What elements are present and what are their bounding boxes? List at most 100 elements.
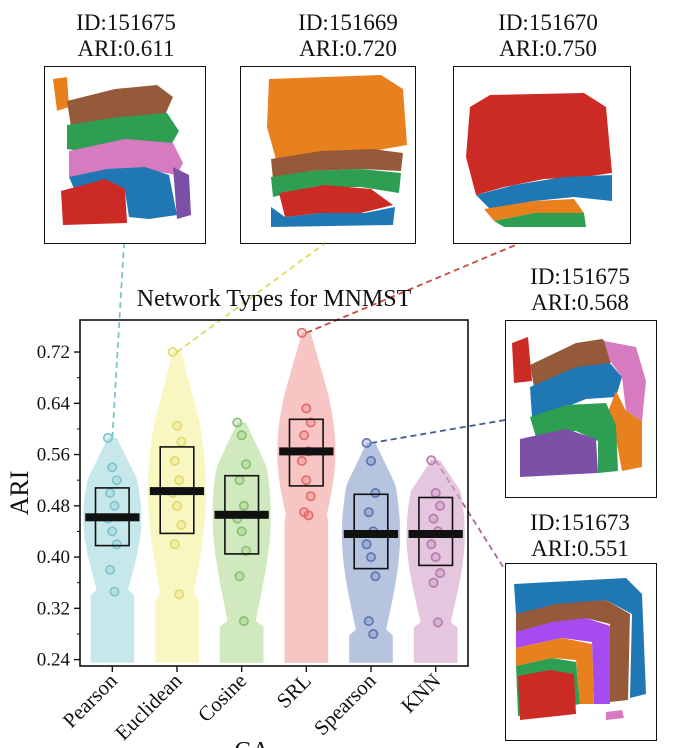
cluster-blue [271,207,395,227]
data-point [105,487,116,498]
data-point [435,568,446,579]
annotation-connector [370,419,506,444]
data-point [299,430,310,441]
thumb-3-panel [453,66,631,244]
cluster-brown [271,149,403,179]
data-point [428,577,439,588]
cluster-blue [514,578,646,698]
data-point [109,586,120,597]
chart-title: Network Types for MNMST [137,286,412,312]
quartile-boxes [85,418,463,570]
cluster-green [530,403,618,473]
annotation-connector [111,243,125,438]
thumb-2-id: ID:151669 [298,10,398,35]
annotation-connector [176,243,325,353]
data-point [241,459,252,470]
thumb-1-id: ID:151675 [76,10,176,35]
thumb-2-ari: ARI:0.720 [299,36,397,61]
cluster-orange [484,199,584,221]
thumb-5-ari: ARI:0.551 [531,536,629,561]
cluster-violet [516,618,610,704]
data-point [426,455,437,466]
thumb-5-id: ID:151673 [530,510,630,535]
data-point [361,437,372,448]
data-point [109,500,120,511]
data-point [305,491,316,502]
data-point [107,462,118,473]
x-axis-label: GA [235,738,270,748]
cluster-orange [516,638,594,704]
median-bar [214,510,269,519]
data-point [370,487,381,498]
data-point [111,539,122,550]
annotation-connector [305,243,519,334]
data-point [236,430,247,441]
median-bar [149,487,205,496]
data-point [241,545,252,556]
cluster-red [61,179,127,225]
data-point [232,417,243,428]
thumb-1-panel [44,66,206,244]
plot-area [79,319,469,667]
y-tick-label: 0.64 [37,393,71,414]
y-axis-label: ARI [5,471,34,516]
cluster-red [512,337,532,383]
thumb-4-id: ID:151675 [530,264,630,289]
data-point [238,500,249,511]
data-point [174,475,185,486]
data-point [169,539,180,550]
cluster-brown [530,339,618,387]
thumb-4-ari: ARI:0.568 [531,290,629,315]
data-point [234,571,245,582]
y-tick-label: 0.48 [37,496,70,517]
cluster-pink [604,341,646,421]
data-point [107,526,118,537]
x-tick-label: Euclidean [110,668,187,745]
cluster-green [271,169,401,197]
thumb-5-panel [505,563,657,741]
x-tick-label: Cosine [193,669,251,727]
thumb-2-title: ID:151669 ARI:0.720 [258,10,438,62]
data-point [432,617,443,628]
y-tick-label: 0.24 [37,650,71,671]
x-tick-label: Pearson [58,668,122,732]
data-point [363,507,374,518]
thumb-4-panel [505,320,657,498]
cluster-orange [606,391,642,471]
cluster-red [518,670,576,720]
cluster-pink [69,139,183,179]
data-point [172,500,183,511]
data-point [176,519,187,530]
data-point [102,432,113,443]
thumb-3-ari: ARI:0.750 [499,36,597,61]
median-bar [85,513,140,522]
thumb-1-title: ID:151675 ARI:0.611 [36,10,216,62]
data-point [426,539,437,550]
data-point [167,346,178,357]
data-point [234,475,245,486]
cluster-orange [267,75,407,163]
data-point [296,455,307,466]
data-point [174,589,185,600]
spatial-cluster-map-5 [514,578,646,720]
data-point [370,571,381,582]
cluster-green [494,213,586,227]
data-point [365,455,376,466]
spatial-cluster-map-3 [466,93,612,227]
data-point [105,564,116,575]
y-axis: 0.24 0.32 0.40 0.48 0.56 0.64 0.72 [37,342,80,671]
data-point [301,475,312,486]
data-point [363,616,374,627]
data-point [368,628,379,639]
cluster-blue [530,363,622,417]
spatial-cluster-map-1 [53,77,191,225]
y-tick-label: 0.32 [37,598,70,619]
thumb-3-title: ID:151670 ARI:0.750 [458,10,638,62]
data-point [430,552,441,563]
cluster-red [466,93,612,195]
violins [83,332,465,663]
thumb-3-id: ID:151670 [498,10,598,35]
median-bar [279,447,334,456]
